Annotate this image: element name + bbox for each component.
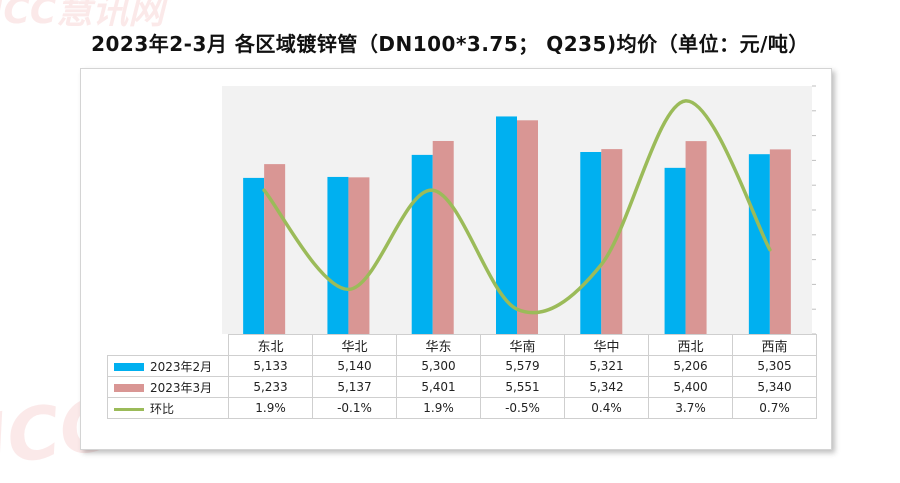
legend-label: 2023年2月 [150, 359, 213, 374]
bar-feb [580, 151, 602, 334]
series-row-mar: 2023年3月 5,233 5,137 5,401 5,551 5,342 5,… [107, 376, 817, 398]
bar-mar [517, 120, 538, 334]
legend-label: 2023年3月 [150, 380, 213, 395]
table-cell: 5,579 [480, 355, 565, 377]
bar-feb [411, 154, 433, 334]
table-cell: 5,300 [396, 355, 481, 377]
bar-mar [432, 140, 454, 334]
table-cell: 5,137 [312, 376, 397, 398]
bar-mar [348, 177, 370, 334]
table-cell: 0.4% [564, 397, 649, 419]
category-label: 华南 [480, 334, 565, 356]
bar-mar [264, 164, 286, 334]
table-cell: 1.9% [396, 397, 481, 419]
category-label: 西南 [732, 334, 817, 356]
table-cell: 5,400 [648, 376, 733, 398]
table-cell: 0.7% [732, 397, 817, 419]
category-label: 华东 [396, 334, 481, 356]
legend-swatch-feb [114, 363, 144, 371]
category-label: 东北 [228, 334, 313, 356]
category-label: 西北 [648, 334, 733, 356]
bar-feb [243, 177, 265, 334]
legend-label: 环比 [150, 401, 175, 416]
series-row-feb: 2023年2月 5,133 5,140 5,300 5,579 5,321 5,… [107, 355, 817, 377]
chart-title: 2023年2-3月 各区域镀锌管（DN100*3.75； Q235)均价（单位：… [91, 32, 809, 56]
table-cell: 5,133 [228, 355, 313, 377]
legend-mom: 环比 [107, 397, 229, 419]
table-cell: 5,401 [396, 376, 481, 398]
table-cell: 5,233 [228, 376, 313, 398]
legend-mar: 2023年3月 [107, 376, 229, 398]
bar-mar [769, 149, 791, 334]
table-cell: 5,305 [732, 355, 817, 377]
table-cell: -0.5% [480, 397, 565, 419]
legend-swatch-mom [114, 407, 144, 411]
bar-mar [685, 141, 707, 334]
bar-feb [748, 154, 770, 334]
series-row-mom: 环比 1.9% -0.1% 1.9% -0.5% 0.4% 3.7% 0.7% [107, 397, 817, 419]
category-label: 华中 [564, 334, 649, 356]
legend-feb: 2023年2月 [107, 355, 229, 377]
table-corner [108, 335, 229, 356]
category-row: 东北 华北 华东 华南 华中 西北 西南 [108, 334, 817, 356]
table-cell: 5,551 [480, 376, 565, 398]
table-cell: -0.1% [312, 397, 397, 419]
data-table: 东北 华北 华东 华南 华中 西北 西南 2023年2月 5,133 5,140… [107, 334, 817, 419]
legend-swatch-mar [114, 384, 144, 392]
table-cell: 5,140 [312, 355, 397, 377]
table-cell: 3.7% [648, 397, 733, 419]
bar-feb [664, 167, 686, 334]
table-cell: 5,321 [564, 355, 649, 377]
table-cell: 5,206 [648, 355, 733, 377]
table-cell: 5,340 [732, 376, 817, 398]
bar-feb [496, 116, 517, 335]
line-mom-series [262, 99, 772, 315]
table-cell: 1.9% [228, 397, 313, 419]
bar-feb [327, 176, 349, 334]
table-cell: 5,342 [564, 376, 649, 398]
category-label: 华北 [312, 334, 397, 356]
bar-mar [601, 149, 623, 334]
